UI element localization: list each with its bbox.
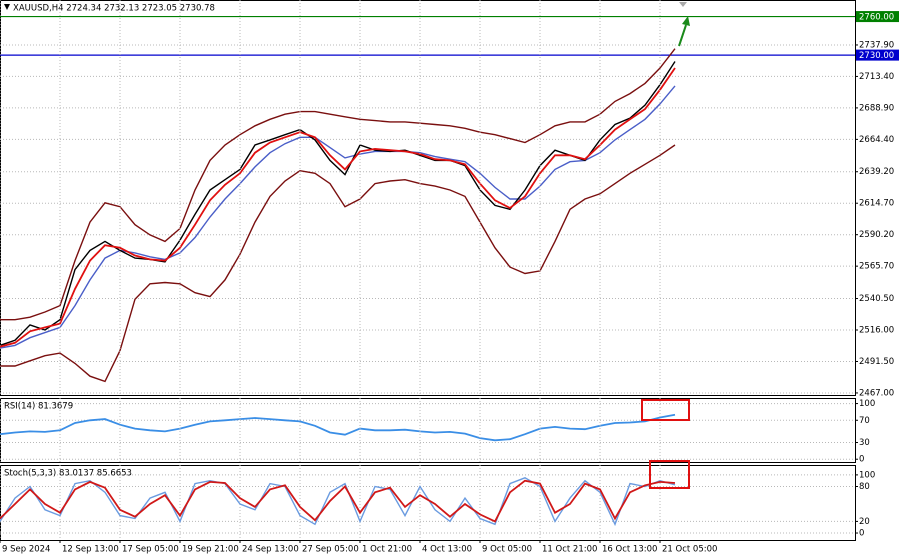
- y-tick-label: 2664.40: [859, 135, 894, 145]
- y-tick-label: 2614.70: [859, 199, 894, 209]
- series-line: [0, 67, 676, 348]
- series-line: [0, 48, 676, 321]
- symbol-icon: [4, 4, 10, 10]
- series-line: [0, 477, 676, 527]
- x-tick-label: 4 Oct 13:00: [422, 545, 472, 555]
- level-label: 2760.00: [859, 13, 894, 23]
- y-tick-label: 2590.20: [859, 230, 894, 240]
- y-tick-label: 20: [859, 517, 870, 527]
- y-tick-label: 2565.70: [859, 262, 894, 272]
- y-tick-label: 2540.50: [859, 294, 894, 304]
- arrow-shaft: [678, 24, 687, 47]
- x-tick-label: 9 Sep 2024: [2, 545, 50, 555]
- rsi-highlight-box: [641, 399, 690, 421]
- x-tick-label: 16 Oct 13:00: [602, 545, 657, 555]
- x-tick-label: 17 Sep 05:00: [122, 545, 179, 555]
- series-line: [0, 144, 676, 383]
- series-line: [0, 413, 676, 442]
- x-tick-label: 24 Sep 13:00: [242, 545, 299, 555]
- rsi-frame: [0, 398, 856, 463]
- x-tick-label: 1 Oct 21:00: [362, 545, 412, 555]
- panel-title: Stoch(5,3,3) 83.0137 85.6653: [4, 469, 132, 479]
- series-line: [0, 85, 676, 349]
- x-tick-label: 27 Sep 05:00: [302, 545, 359, 555]
- stoch-highlight-box: [649, 460, 690, 489]
- y-tick-label: 2639.20: [859, 167, 894, 177]
- annotations: [4, 2, 690, 489]
- x-tick-label: 12 Sep 13:00: [62, 545, 119, 555]
- arrow-head: [682, 16, 690, 26]
- y-tick-label: 100: [859, 470, 875, 480]
- stoch-frame: [0, 465, 856, 541]
- level-label: 2730.00: [859, 51, 894, 61]
- shift-marker: [679, 2, 687, 7]
- y-tick-label: 70: [859, 416, 870, 426]
- y-tick-label: 2491.50: [859, 357, 894, 367]
- series-line: [0, 479, 676, 523]
- y-tick-label: 100: [859, 399, 875, 409]
- x-tick-label: 11 Oct 21:00: [542, 545, 597, 555]
- panel-title: RSI(14) 81.3679: [4, 402, 73, 412]
- y-tick-label: 30: [859, 438, 870, 448]
- y-tick-label: 2737.90: [859, 40, 894, 50]
- y-tick-label: 2688.90: [859, 103, 894, 113]
- y-tick-label: 80: [859, 482, 870, 492]
- level-badge: [856, 11, 899, 23]
- x-tick-label: 19 Sep 21:00: [182, 545, 239, 555]
- x-tick-label: 21 Oct 05:00: [662, 545, 717, 555]
- y-tick-label: 0: [859, 455, 864, 465]
- panel-title: XAUUSD,H4 2724.34 2732.13 2723.05 2730.7…: [13, 4, 215, 14]
- y-tick-label: 2467.00: [859, 388, 894, 398]
- y-tick-label: 2713.40: [859, 72, 894, 82]
- x-tick-label: 9 Oct 05:00: [482, 545, 532, 555]
- y-tick-label: 0: [859, 529, 864, 539]
- level-badge: [856, 49, 899, 61]
- y-tick-label: 2516.00: [859, 326, 894, 336]
